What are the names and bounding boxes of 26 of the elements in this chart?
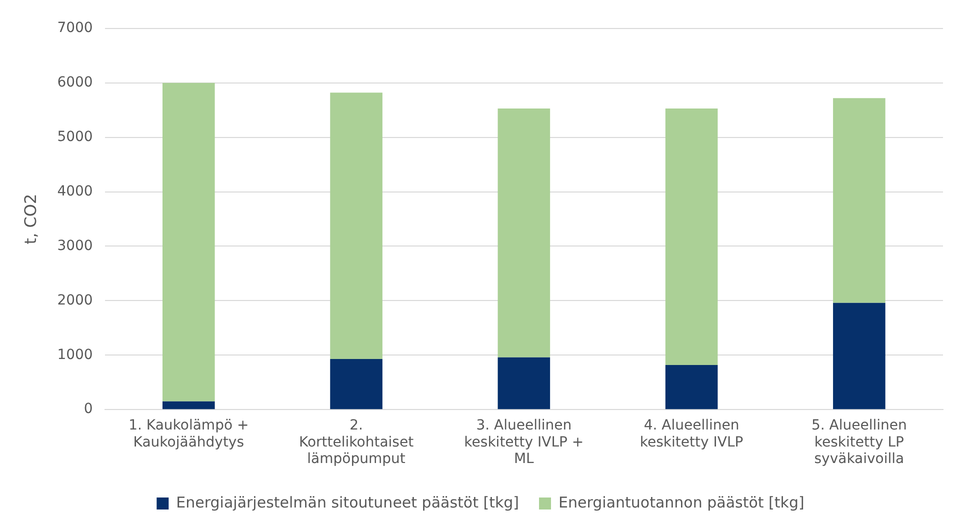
- x-tick-label: 2. Korttelikohtaiset lämpöpumput: [298, 418, 414, 468]
- bar: [833, 302, 886, 410]
- bar: [330, 92, 382, 359]
- y-tick-label: 3000: [57, 238, 93, 254]
- y-tick-label: 6000: [57, 74, 93, 90]
- bar: [833, 98, 886, 303]
- bar: [330, 358, 382, 410]
- y-tick-label: 5000: [57, 128, 93, 145]
- y-tick-label: 7000: [57, 20, 93, 36]
- legend-label: Energiantuotannon päästöt [tkg]: [558, 493, 804, 512]
- bar: [162, 401, 215, 410]
- y-tick-label: 2000: [57, 292, 93, 308]
- legend-label: Energiajärjestelmän sitoutuneet päästöt [tkg]: [176, 493, 520, 512]
- x-tick-label: 3. Alueellinen keskitetty IVLP + ML: [464, 418, 584, 468]
- y-axis-title: t, CO2: [20, 194, 40, 244]
- x-tick-label: 5. Alueellinen keskitetty LP syväkaivoilla: [811, 418, 907, 468]
- y-tick-label: 1000: [57, 346, 93, 363]
- bar: [665, 108, 718, 365]
- bar: [665, 364, 718, 410]
- bar: [498, 357, 550, 410]
- x-tick-label: 4. Alueellinen keskitetty IVLP: [640, 418, 744, 450]
- y-tick-label: 4000: [57, 183, 93, 200]
- bar: [498, 108, 550, 358]
- x-tick-label: 1. Kaukolämpö + Kaukojäähdytys: [128, 418, 249, 450]
- y-tick-label: 0: [84, 401, 93, 418]
- bar: [162, 82, 215, 402]
